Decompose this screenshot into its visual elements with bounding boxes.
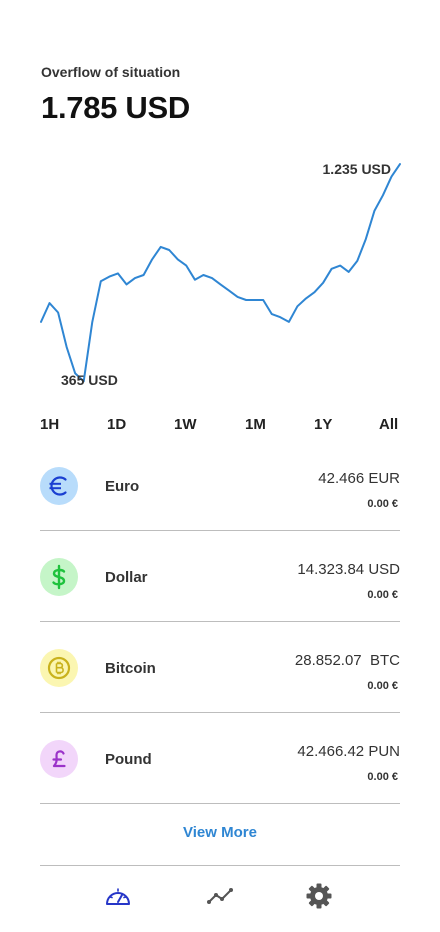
range-1y[interactable]: 1Y <box>314 416 333 433</box>
dollar-icon <box>40 558 78 596</box>
trend-chart-icon <box>207 888 233 904</box>
total-balance: 1.785 USD <box>41 90 190 125</box>
range-all[interactable]: All <box>379 416 399 433</box>
currency-value: 0.00 € <box>367 771 398 783</box>
euro-icon-arc <box>50 476 67 496</box>
currency-value: 0.00 € <box>367 680 398 692</box>
balance-chart-svg <box>40 163 401 383</box>
currency-amount: 28.852.07 BTC <box>294 652 400 669</box>
currency-row-pound[interactable]: Pound 42.466.42 PUN 0.00 € <box>40 713 400 804</box>
overview-subtitle: Overflow of situation <box>41 64 181 80</box>
range-1w[interactable]: 1W <box>174 416 197 433</box>
bitcoin-icon-ring <box>47 656 71 680</box>
header: Overflow of situation 1.785 USD <box>41 64 190 126</box>
currency-list: Euro 42.466 EUR 0.00 € Dollar 14.323.84 … <box>40 440 400 804</box>
currency-amount: 14.323.84 USD <box>297 561 400 578</box>
currency-name: Dollar <box>105 569 148 586</box>
nav-trends[interactable] <box>205 882 235 910</box>
currency-value: 0.00 € <box>367 589 398 601</box>
bitcoin-icon <box>40 649 78 687</box>
view-more-link[interactable]: View More <box>183 824 257 841</box>
pound-icon <box>40 740 78 778</box>
divider <box>40 865 400 866</box>
time-range-selector: 1H 1D 1W 1M 1Y All <box>40 416 400 438</box>
euro-icon <box>40 467 78 505</box>
currency-value: 0.00 € <box>367 498 398 510</box>
settings-gear-icon <box>306 883 332 909</box>
currency-row-euro[interactable]: Euro 42.466 EUR 0.00 € <box>40 440 400 531</box>
currency-name: Bitcoin <box>105 660 156 677</box>
nav-settings[interactable] <box>304 882 334 910</box>
pound-icon-glyph <box>52 750 66 768</box>
range-1d[interactable]: 1D <box>107 416 127 433</box>
chart-series-line <box>40 163 401 383</box>
nav-dashboard[interactable] <box>103 882 133 910</box>
range-1m[interactable]: 1M <box>245 416 266 433</box>
currency-amount: 42.466.42 PUN <box>297 743 400 760</box>
chart-max-label: 1.235 USD <box>322 161 391 177</box>
currency-row-dollar[interactable]: Dollar 14.323.84 USD 0.00 € <box>40 531 400 622</box>
balance-chart: 1.235 USD 365 USD <box>0 150 440 400</box>
currency-name: Pound <box>105 751 152 768</box>
currency-name: Euro <box>105 478 140 495</box>
currency-row-bitcoin[interactable]: Bitcoin 28.852.07 BTC 0.00 € <box>40 622 400 713</box>
euro-icon-bg <box>40 467 78 505</box>
range-1h[interactable]: 1H <box>40 416 60 433</box>
currency-amount: 42.466 EUR <box>318 470 400 487</box>
bottom-nav <box>0 880 440 912</box>
chart-min-label: 365 USD <box>61 372 118 388</box>
bitcoin-icon-b <box>55 661 64 675</box>
dashboard-gauge-icon <box>106 888 130 905</box>
